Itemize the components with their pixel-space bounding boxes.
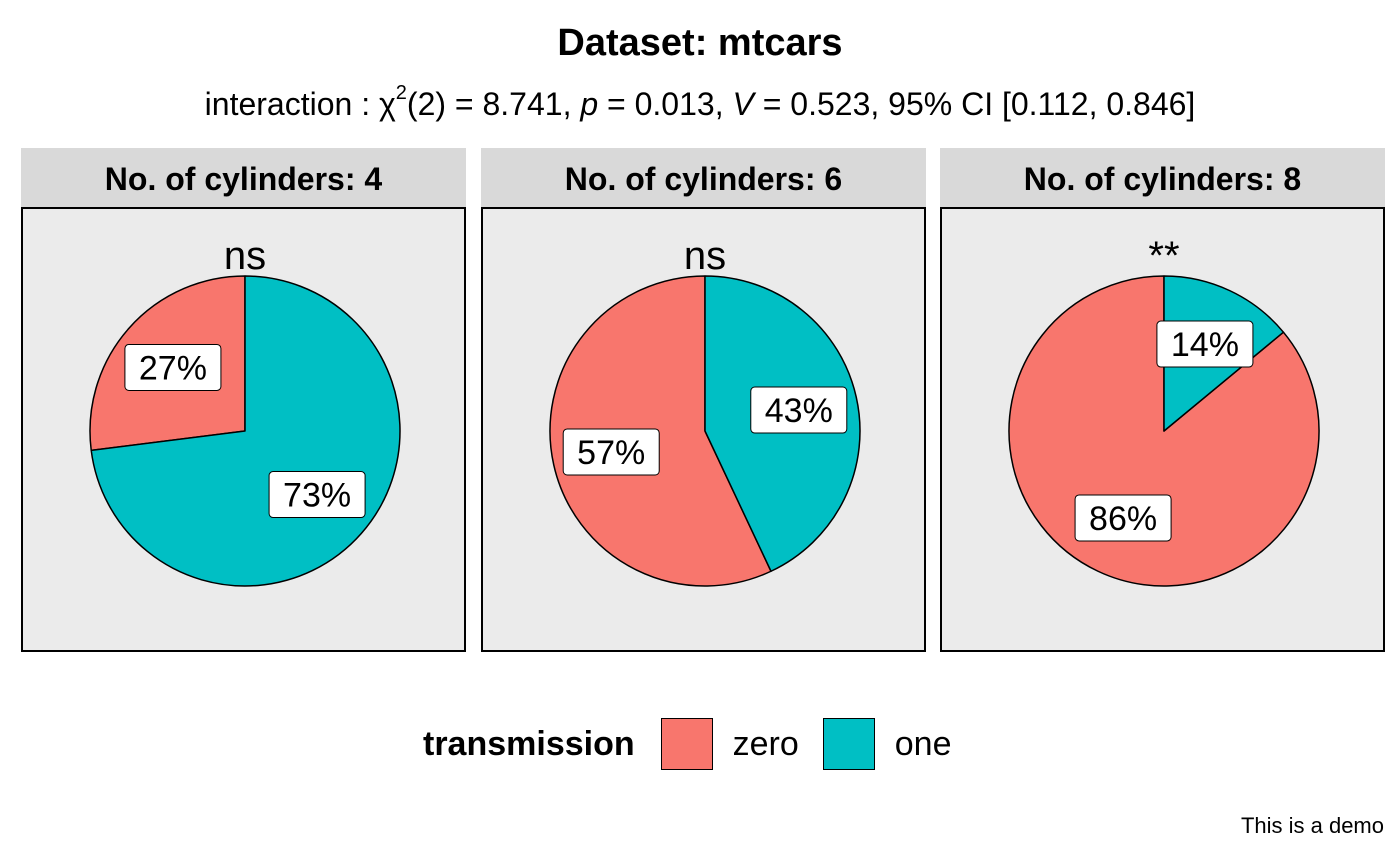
facet-strip: No. of cylinders: 4 bbox=[21, 148, 466, 207]
facet-strip: No. of cylinders: 8 bbox=[940, 148, 1385, 207]
subtitle-p-symbol: p bbox=[580, 86, 599, 122]
subtitle-chi-exponent: 2 bbox=[395, 82, 407, 104]
significance-annotation: ns bbox=[684, 234, 726, 278]
chart-subtitle: interaction : χ2(2) = 8.741, p = 0.013, … bbox=[0, 83, 1400, 123]
slice-label-text: 27% bbox=[139, 349, 207, 387]
pie-chart: ** 86% 14% bbox=[1008, 234, 1320, 587]
subtitle-p-value: = 0.013, bbox=[598, 86, 733, 122]
plot-caption: This is a demo bbox=[1240, 813, 1384, 838]
slice-label-zero: 86% bbox=[1074, 494, 1172, 542]
pie-panel-area: ns 27% 73% bbox=[21, 207, 466, 652]
significance-annotation: ** bbox=[1148, 234, 1179, 278]
slice-label-box bbox=[1156, 320, 1254, 368]
pie-chart: ns 57% 43% bbox=[549, 234, 861, 587]
slice-label-box bbox=[124, 343, 222, 391]
pie-slice-zero bbox=[549, 275, 772, 587]
facet-panel-8-cylinders: No. of cylinders: 8 ** 86% 14% bbox=[940, 148, 1385, 652]
legend-key-zero bbox=[660, 718, 713, 770]
facet-panel-4-cylinders: No. of cylinders: 4 ns 27% 73% bbox=[21, 148, 466, 652]
legend-label-one: one bbox=[894, 724, 952, 763]
subtitle-chi: χ bbox=[378, 86, 396, 122]
subtitle-prefix: interaction : bbox=[204, 86, 379, 122]
slice-label-box bbox=[1074, 494, 1172, 542]
slice-label-one: 73% bbox=[268, 471, 366, 519]
pie-chart: ns 27% 73% bbox=[89, 234, 401, 587]
slice-label-one: 43% bbox=[750, 386, 848, 434]
slice-label-box bbox=[750, 386, 848, 434]
slice-label-text: 14% bbox=[1171, 326, 1239, 364]
chart-title: Dataset: mtcars bbox=[557, 22, 843, 64]
subtitle-v-symbol: V bbox=[732, 86, 754, 122]
slice-label-text: 73% bbox=[283, 477, 351, 515]
legend: transmission zero one bbox=[423, 716, 976, 772]
slice-label-zero: 57% bbox=[562, 428, 660, 476]
slice-label-zero: 27% bbox=[124, 343, 222, 391]
legend-key-one bbox=[822, 718, 875, 770]
legend-title: transmission bbox=[423, 724, 635, 763]
pie-panel-area: ** 86% 14% bbox=[940, 207, 1385, 652]
legend-label-zero: zero bbox=[732, 724, 799, 763]
subtitle-df: (2) = 8.741, bbox=[406, 86, 581, 122]
slice-label-text: 43% bbox=[765, 392, 833, 430]
subtitle-v-value: = 0.523, 95% CI [0.112, 0.846] bbox=[753, 86, 1196, 122]
pie-panel-area: ns 57% 43% bbox=[481, 207, 926, 652]
slice-label-box bbox=[268, 471, 366, 519]
facet-strip: No. of cylinders: 6 bbox=[481, 148, 926, 207]
slice-label-one: 14% bbox=[1156, 320, 1254, 368]
slice-label-text: 57% bbox=[577, 434, 645, 472]
slice-label-text: 86% bbox=[1089, 500, 1157, 538]
significance-annotation: ns bbox=[224, 234, 266, 278]
facet-panel-6-cylinders: No. of cylinders: 6 ns 57% 43% bbox=[481, 148, 926, 652]
slice-label-box bbox=[562, 428, 660, 476]
